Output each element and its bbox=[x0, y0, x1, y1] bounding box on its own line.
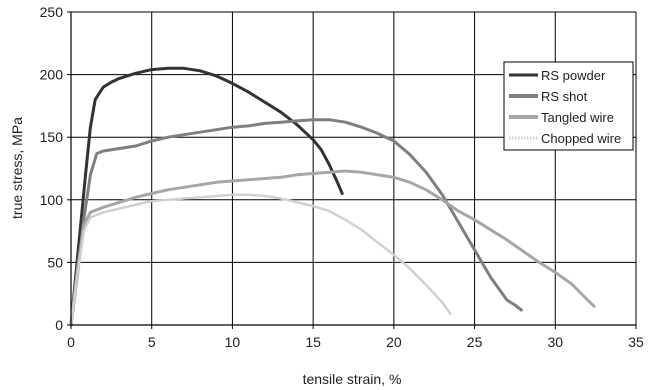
y-tick-label: 100 bbox=[40, 192, 64, 208]
series-line-chopped-wire bbox=[69, 193, 452, 327]
x-tick-label: 15 bbox=[305, 334, 321, 350]
legend-box bbox=[503, 61, 634, 151]
legend-label-rs-shot: RS shot bbox=[541, 89, 588, 104]
y-tick-label: 150 bbox=[40, 129, 64, 145]
axes bbox=[67, 11, 637, 329]
y-axis-title: true stress, MPa bbox=[9, 117, 25, 219]
y-tick-label: 250 bbox=[40, 4, 64, 20]
legend-item-tangled-wire: Tangled wire bbox=[509, 110, 614, 125]
y-tick-label: 0 bbox=[55, 317, 63, 333]
x-axis-title: tensile strain, % bbox=[303, 371, 402, 387]
x-tick-label: 35 bbox=[628, 334, 644, 350]
x-tick-label: 30 bbox=[547, 334, 563, 350]
x-tick-label: 10 bbox=[225, 334, 241, 350]
x-tick-label: 5 bbox=[148, 334, 156, 350]
legend-label-rs-powder: RS powder bbox=[541, 68, 606, 83]
x-tick-label: 0 bbox=[67, 334, 75, 350]
legend-item-rs-powder: RS powder bbox=[509, 68, 606, 83]
series-line-tangled-wire bbox=[69, 169, 596, 327]
legend-label-tangled-wire: Tangled wire bbox=[541, 110, 614, 125]
x-tick-label: 25 bbox=[467, 334, 483, 350]
y-tick-label: 200 bbox=[40, 67, 64, 83]
legend: RS powder RS shot Tangled wire Chopped w… bbox=[503, 61, 634, 151]
x-tick-label: 20 bbox=[386, 334, 402, 350]
grid bbox=[71, 11, 637, 325]
series-line-rs-shot bbox=[69, 118, 523, 327]
legend-label-chopped-wire: Chopped wire bbox=[541, 131, 621, 146]
tick-labels: 0 50 100 150 200 250 0 5 10 15 20 25 30 35 bbox=[40, 4, 644, 350]
series-layer bbox=[69, 66, 596, 327]
series-line-rs-powder bbox=[69, 66, 344, 327]
y-tick-label: 50 bbox=[47, 254, 63, 270]
legend-item-chopped-wire: Chopped wire bbox=[509, 131, 621, 146]
legend-item-rs-shot: RS shot bbox=[509, 89, 588, 104]
